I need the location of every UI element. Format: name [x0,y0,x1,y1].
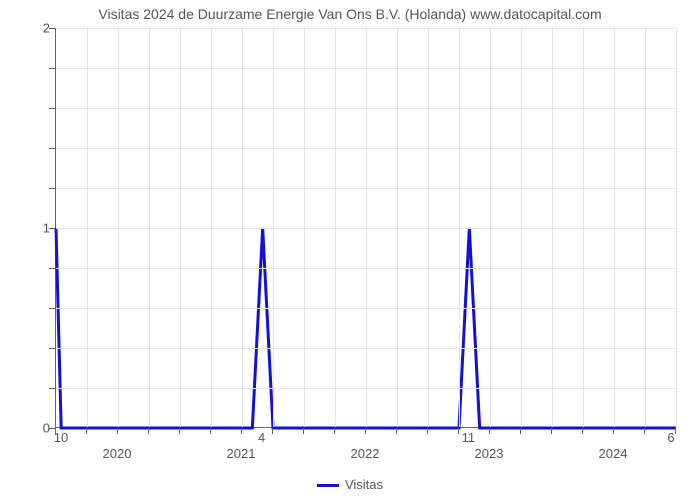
tick-y [49,268,55,269]
x-axis-label: 2021 [227,446,256,461]
legend: Visitas [0,477,700,492]
legend-label: Visitas [345,477,383,492]
tick-x [210,428,211,434]
gridline-vertical [676,28,677,427]
gridline-horizontal [56,28,675,29]
tick-x [334,428,335,434]
legend-swatch [317,484,339,487]
tick-x [179,428,180,434]
x-axis-label: 2020 [103,446,132,461]
tick-y [49,308,55,309]
x-axis-label: 2024 [599,446,628,461]
gridline-horizontal [56,308,675,309]
x-axis-label: 2023 [475,446,504,461]
tick-x [365,428,366,434]
tick-y [49,68,55,69]
tick-y [49,148,55,149]
data-point-label: 10 [54,430,68,445]
tick-x [551,428,552,434]
plot-area [55,28,675,428]
tick-x [675,428,676,434]
y-axis-label: 2 [10,21,50,36]
tick-y [49,348,55,349]
tick-x [86,428,87,434]
gridline-horizontal [56,268,675,269]
tick-y [49,388,55,389]
gridline-horizontal [56,188,675,189]
data-point-label: 6 [667,430,674,445]
y-axis-label: 0 [10,421,50,436]
tick-y [49,108,55,109]
chart-title: Visitas 2024 de Duurzame Energie Van Ons… [0,6,700,22]
tick-x [396,428,397,434]
gridline-horizontal [56,388,675,389]
tick-x [458,428,459,434]
gridline-horizontal [56,148,675,149]
data-point-label: 11 [462,430,476,445]
tick-x [303,428,304,434]
tick-x [489,428,490,434]
y-axis-label: 1 [10,221,50,236]
tick-x [520,428,521,434]
tick-x [427,428,428,434]
data-point-label: 4 [258,430,265,445]
gridline-horizontal [56,348,675,349]
tick-x [582,428,583,434]
gridline-horizontal [56,68,675,69]
tick-x [272,428,273,434]
tick-y [49,188,55,189]
tick-x [241,428,242,434]
tick-x [148,428,149,434]
gridline-horizontal [56,228,675,229]
tick-x [613,428,614,434]
tick-x [644,428,645,434]
tick-x [117,428,118,434]
gridline-horizontal [56,108,675,109]
x-axis-label: 2022 [351,446,380,461]
